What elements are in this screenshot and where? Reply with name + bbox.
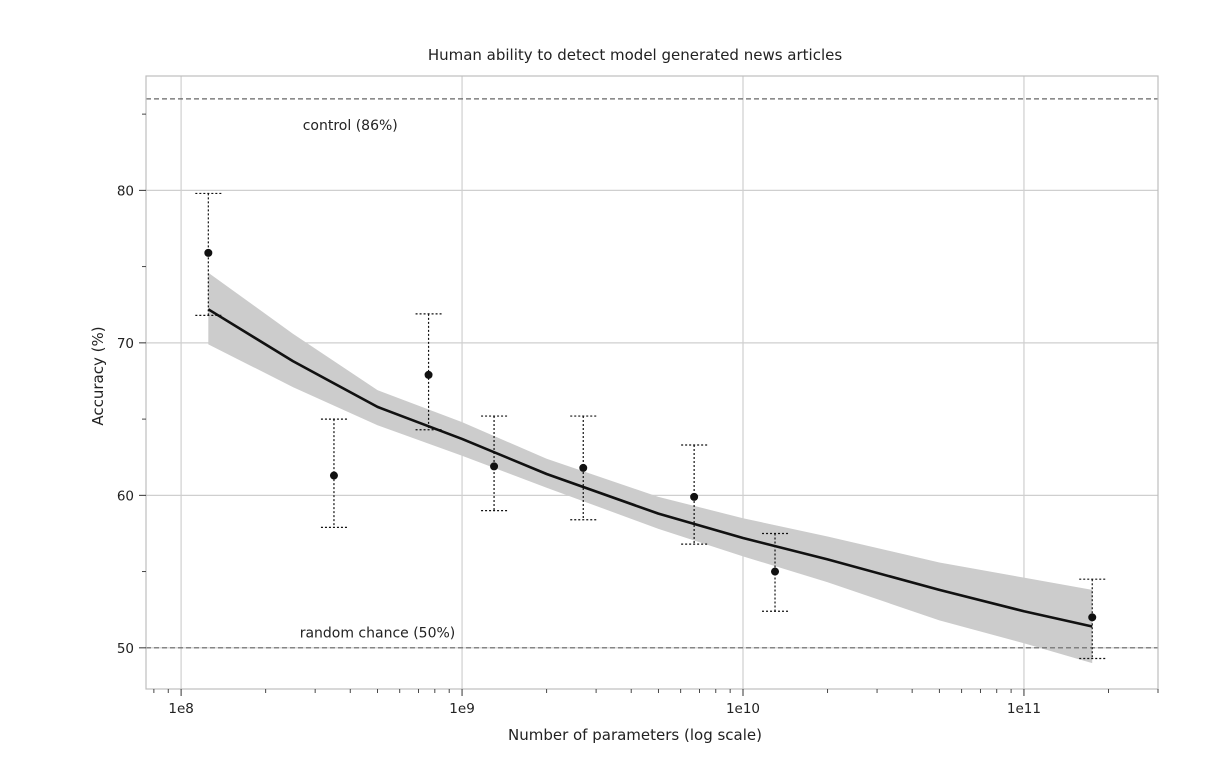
reference-lines [146, 98, 1158, 649]
confidence-band-layer [208, 272, 1093, 664]
x-tick-label: 1e8 [168, 701, 193, 717]
x-axis-label: Number of parameters (log scale) [508, 726, 762, 744]
y-tick-label: 70 [117, 336, 134, 352]
y-axis-label: Accuracy (%) [89, 326, 107, 425]
chart-title: Human ability to detect model generated … [428, 46, 843, 64]
data-point [204, 248, 213, 257]
data-point [1088, 613, 1097, 622]
reference-line-label: control (86%) [303, 118, 398, 134]
x-tick-label: 1e11 [1007, 701, 1041, 717]
data-point [329, 471, 338, 480]
x-tick-label: 1e9 [449, 701, 474, 717]
data-points [204, 248, 1097, 622]
annotations: control (86%) random chance (50%) [300, 118, 456, 642]
data-point [490, 462, 499, 471]
confidence-band [208, 272, 1093, 664]
data-point [771, 567, 780, 576]
plot-border [145, 75, 1159, 690]
reference-line-label: random chance (50%) [300, 626, 456, 642]
fit-curve [207, 308, 1093, 628]
data-point [690, 492, 699, 501]
y-tick-label: 80 [117, 183, 134, 199]
x-tick-label: 1e10 [726, 701, 760, 717]
y-axis-ticks: 50 60 70 80 [117, 113, 146, 657]
fit-curve-layer [207, 308, 1093, 628]
plot-frame [145, 75, 1159, 690]
data-point [579, 463, 588, 472]
y-tick-label: 50 [117, 641, 134, 657]
data-point [424, 370, 433, 379]
x-axis-ticks: 1e8 1e9 1e10 1e11 [153, 689, 1159, 717]
y-tick-label: 60 [117, 488, 134, 504]
error-bars [195, 192, 1106, 660]
